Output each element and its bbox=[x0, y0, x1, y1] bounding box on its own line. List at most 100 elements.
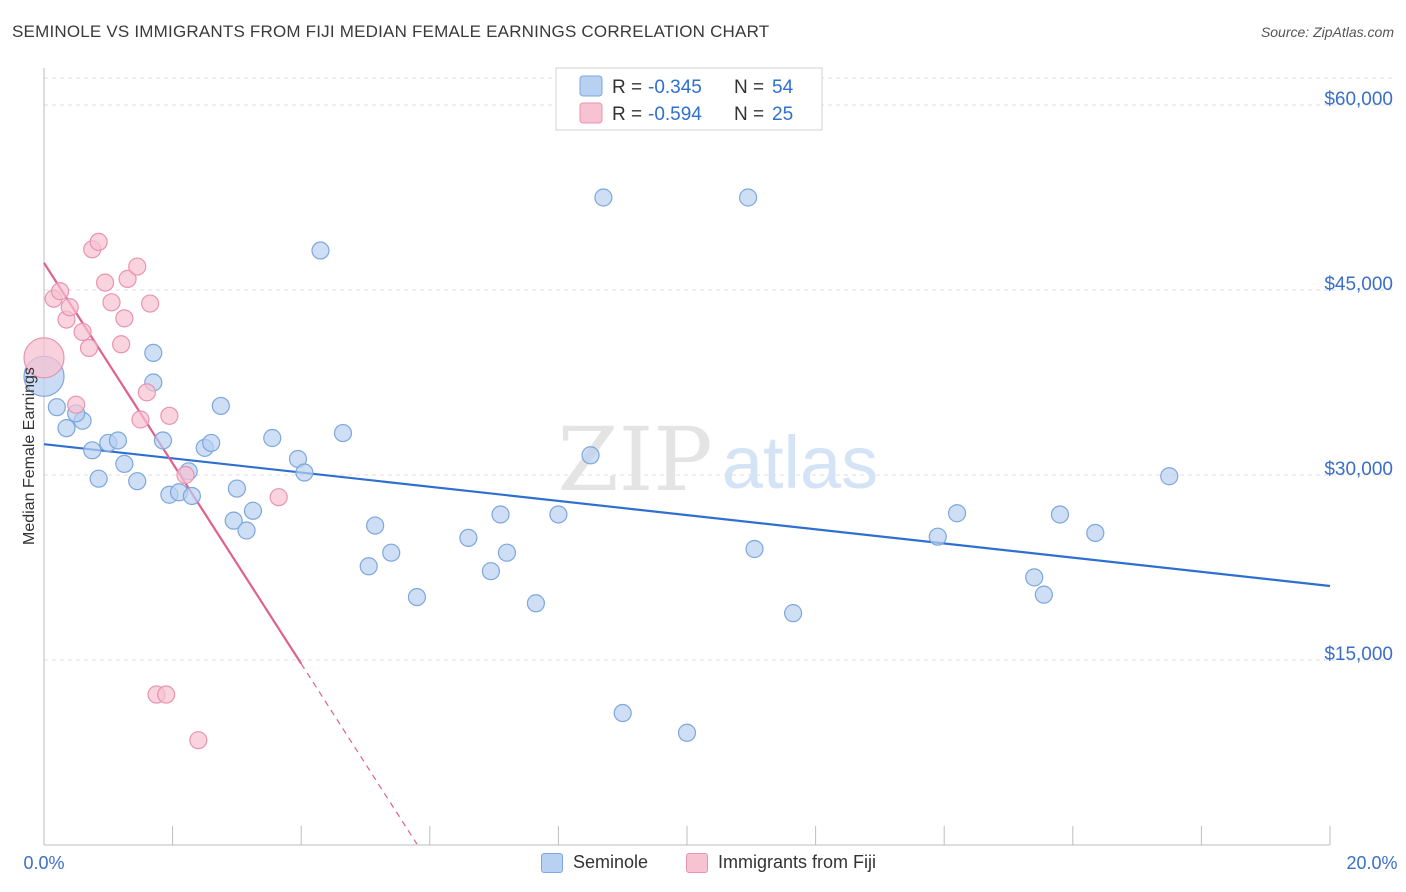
point-seminole-32 bbox=[382, 543, 401, 562]
stats-box: R = -0.345 N = 54 R = -0.594 N = 25 bbox=[555, 67, 823, 131]
point-seminole-19 bbox=[202, 433, 221, 453]
stats-swatch-fiji bbox=[579, 102, 603, 124]
y-tick-label-30000: $30,000 bbox=[1324, 459, 1393, 480]
watermark-zip: ZIP bbox=[557, 408, 712, 511]
point-seminole-43 bbox=[677, 723, 697, 742]
stats-r-value-2: -0.594 bbox=[648, 104, 702, 125]
point-seminole-25 bbox=[263, 428, 282, 448]
y-tick-labels: $15,000 $30,000 $45,000 $60,000 bbox=[1324, 89, 1393, 665]
point-seminole-35 bbox=[481, 562, 500, 581]
point-seminole-51 bbox=[1050, 505, 1070, 524]
point-seminole-46 bbox=[783, 604, 803, 623]
grid-lines bbox=[44, 77, 1395, 661]
stats-swatch-seminole bbox=[579, 75, 603, 97]
point-seminole-52 bbox=[1086, 523, 1105, 543]
point-fiji-10 bbox=[95, 273, 115, 292]
point-fiji-13 bbox=[115, 309, 134, 328]
point-seminole-40 bbox=[581, 446, 600, 465]
point-fiji-6 bbox=[73, 322, 92, 342]
stats-n-value-1: 54 bbox=[772, 77, 794, 98]
legend-label-fiji: Immigrants from Fiji bbox=[718, 852, 877, 872]
point-seminole-27 bbox=[295, 463, 314, 482]
point-seminole-28 bbox=[311, 241, 330, 260]
y-tick-label-15000: $15,000 bbox=[1324, 644, 1393, 665]
point-fiji-11 bbox=[102, 293, 121, 312]
y-axis-title: Median Female Earnings bbox=[21, 367, 38, 545]
trend-lines bbox=[43, 262, 1331, 845]
point-fiji-5 bbox=[67, 395, 86, 414]
point-seminole-2 bbox=[57, 419, 76, 438]
stats-n-label-1: N = bbox=[734, 77, 764, 98]
x-ticks bbox=[43, 826, 1331, 845]
point-fiji-12 bbox=[112, 335, 131, 354]
point-seminole-9 bbox=[115, 454, 134, 473]
point-seminole-47 bbox=[928, 527, 947, 546]
point-seminole-31 bbox=[366, 516, 385, 535]
point-seminole-53 bbox=[1160, 467, 1179, 486]
point-fiji-7 bbox=[79, 338, 99, 358]
point-seminole-29 bbox=[333, 423, 353, 443]
point-fiji-23 bbox=[189, 731, 208, 750]
point-seminole-11 bbox=[144, 343, 163, 362]
point-seminole-41 bbox=[594, 188, 613, 207]
point-fiji-0 bbox=[23, 337, 65, 379]
point-seminole-5 bbox=[83, 441, 102, 460]
point-fiji-2 bbox=[50, 282, 70, 301]
point-seminole-17 bbox=[182, 486, 201, 506]
stats-r-label-2: R = bbox=[612, 104, 642, 125]
point-seminole-30 bbox=[359, 557, 378, 576]
point-fiji-20 bbox=[157, 685, 176, 704]
point-seminole-23 bbox=[237, 521, 256, 540]
point-fiji-22 bbox=[176, 465, 195, 485]
point-seminole-34 bbox=[459, 528, 478, 548]
legend-swatch-fiji bbox=[686, 852, 708, 873]
stats-r-value-1: -0.345 bbox=[648, 77, 702, 98]
point-seminole-45 bbox=[745, 539, 764, 559]
point-fiji-4 bbox=[60, 298, 79, 317]
point-seminole-1 bbox=[47, 398, 66, 417]
legend-swatch-seminole bbox=[541, 852, 563, 873]
point-seminole-10 bbox=[128, 472, 147, 491]
point-seminole-42 bbox=[613, 703, 632, 723]
point-seminole-37 bbox=[497, 543, 517, 562]
legend-label-seminole: Seminole bbox=[573, 852, 649, 872]
trend-line-seminole bbox=[43, 443, 1331, 588]
y-tick-label-60000: $60,000 bbox=[1324, 89, 1393, 110]
point-fiji-21 bbox=[160, 406, 179, 425]
point-fiji-15 bbox=[128, 257, 147, 276]
legend-item-fiji[interactable]: Immigrants from Fiji bbox=[686, 852, 876, 873]
point-seminole-36 bbox=[491, 505, 510, 524]
point-fiji-9 bbox=[89, 232, 108, 251]
point-seminole-13 bbox=[153, 431, 173, 450]
point-seminole-48 bbox=[947, 504, 967, 523]
trend-line-fiji-extension bbox=[300, 663, 418, 845]
point-seminole-8 bbox=[108, 431, 128, 450]
point-seminole-44 bbox=[738, 188, 758, 207]
point-fiji-14 bbox=[118, 269, 137, 288]
legend-item-seminole[interactable]: Seminole bbox=[541, 852, 648, 873]
chart-title: SEMINOLE VS IMMIGRANTS FROM FIJI MEDIAN … bbox=[12, 22, 770, 41]
svg-text:R = -0.594 N =: R = -0.594 N = 25 bbox=[612, 104, 793, 125]
stats-r-label-1: R = bbox=[612, 77, 642, 98]
x-tick-label-max: 20.0% bbox=[1346, 853, 1397, 873]
point-seminole-6 bbox=[89, 469, 108, 488]
x-tick-label-min: 0.0% bbox=[23, 853, 64, 873]
source-label: Source: ZipAtlas.com bbox=[1260, 24, 1394, 40]
watermark-atlas: atlas bbox=[722, 421, 878, 504]
stats-n-value-2: 25 bbox=[772, 104, 793, 125]
point-seminole-49 bbox=[1025, 568, 1044, 587]
point-fiji-24 bbox=[269, 488, 288, 507]
svg-text:R = -0.345 N =: R = -0.345 N = 54 bbox=[612, 77, 794, 98]
point-seminole-20 bbox=[211, 396, 230, 416]
stats-n-label-2: N = bbox=[734, 104, 764, 125]
point-seminole-50 bbox=[1034, 585, 1053, 604]
point-seminole-22 bbox=[227, 479, 246, 498]
point-seminole-38 bbox=[526, 594, 545, 613]
point-fiji-17 bbox=[137, 383, 156, 402]
point-seminole-39 bbox=[549, 505, 568, 524]
point-seminole-21 bbox=[224, 511, 243, 530]
point-fiji-16 bbox=[131, 410, 150, 429]
data-points bbox=[23, 188, 1179, 750]
point-fiji-18 bbox=[140, 294, 160, 313]
point-seminole-24 bbox=[243, 501, 263, 520]
